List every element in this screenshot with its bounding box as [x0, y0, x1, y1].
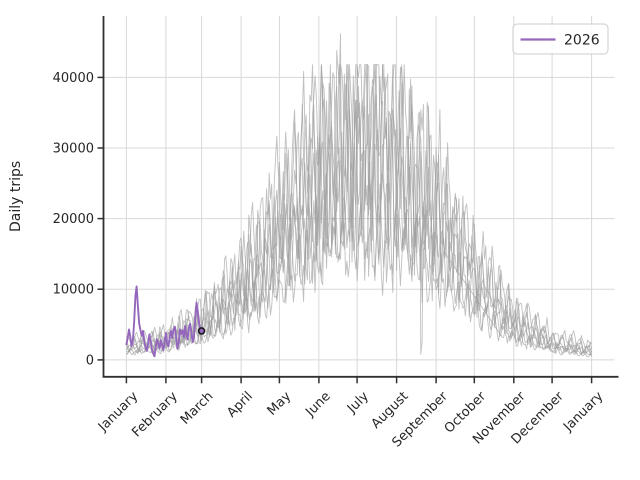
y-tick-label: 0 [86, 353, 94, 368]
y-tick-label: 20000 [53, 212, 94, 227]
x-tick-label-month: April [224, 389, 256, 421]
x-tick-label-month: June [302, 389, 333, 420]
y-tick-label: 10000 [53, 283, 94, 298]
x-tick-label-month: July [344, 389, 372, 417]
legend-box [512, 23, 609, 55]
history-year-line [125, 64, 593, 355]
x-tick-label-month: May [265, 389, 295, 419]
y-tick-label: 30000 [53, 142, 94, 157]
history-year-line [126, 197, 592, 358]
y-axis-label: Daily trips [8, 161, 24, 232]
last-data-point-marker [197, 327, 206, 335]
series-2026-line [125, 285, 203, 358]
y-tick-label: 40000 [53, 71, 94, 86]
x-tick-label-month: January [560, 389, 606, 435]
x-tick-label-month: March [178, 389, 217, 428]
legend-label: 2026 [564, 33, 600, 49]
